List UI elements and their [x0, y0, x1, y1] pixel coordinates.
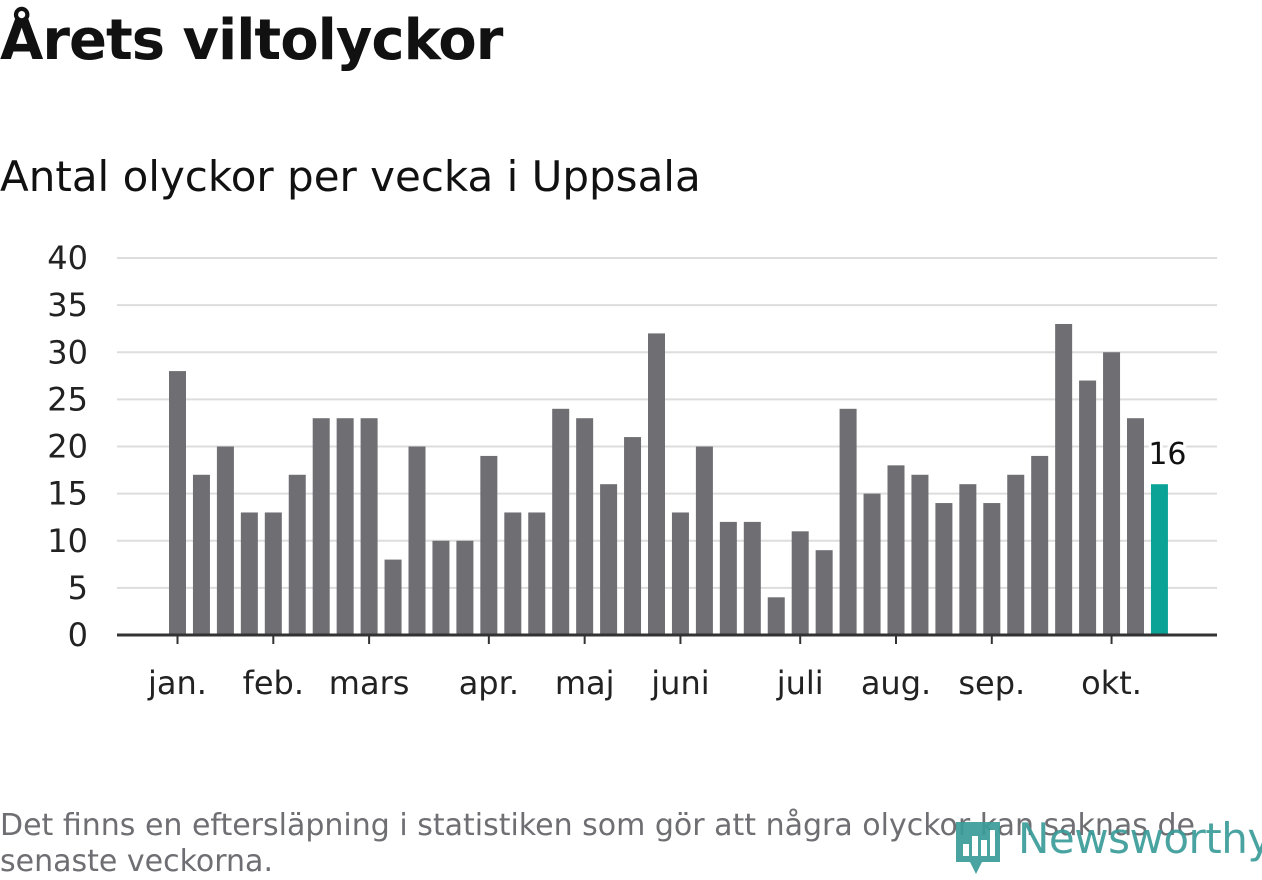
newsworthy-logo[interactable]: Newsworthy: [950, 812, 1262, 876]
bar: [600, 484, 618, 635]
bar: [432, 540, 450, 635]
x-tick-label: okt.: [1081, 664, 1142, 702]
bar: [504, 512, 522, 635]
x-axis-labels: jan. feb. mars apr. maj juni juli aug. sep. okt.: [147, 664, 1142, 702]
x-axis: [117, 633, 1217, 644]
x-tick-label: juni: [650, 664, 709, 702]
bar: [815, 550, 833, 635]
x-tick-label: juli: [776, 664, 824, 702]
bar: [839, 408, 857, 635]
bar: [1127, 418, 1144, 635]
y-tick-label: 25: [47, 380, 88, 418]
bar: [983, 503, 1001, 635]
x-tick-label: sep.: [958, 664, 1025, 702]
bar: [552, 408, 570, 635]
bar: [384, 559, 402, 635]
bar: [911, 474, 929, 635]
bar: [935, 503, 953, 635]
x-tick-label: jan.: [147, 664, 207, 702]
bar: [264, 512, 282, 635]
data-label-last: 16: [1148, 437, 1186, 472]
gridlines: [117, 257, 1217, 589]
bar: [624, 437, 642, 635]
bar: [312, 418, 330, 635]
bar: [216, 446, 234, 635]
y-tick-label: 30: [47, 333, 88, 371]
bar: [959, 484, 977, 635]
bar: [743, 521, 761, 635]
chart-subtitle: Antal olyckor per vecka i Uppsala: [0, 152, 701, 201]
bar: [528, 512, 546, 635]
data-labels: 16: [1145, 434, 1189, 475]
bar: [1055, 323, 1073, 635]
y-tick-label: 0: [68, 616, 88, 654]
bar: [288, 474, 306, 635]
bar: [863, 493, 881, 635]
y-tick-label: 35: [47, 286, 88, 324]
y-tick-label: 40: [47, 239, 88, 277]
bar: [169, 371, 186, 635]
y-tick-label: 5: [68, 569, 88, 607]
bar: [1031, 455, 1049, 635]
bar-highlight: [1150, 484, 1168, 635]
bars: [169, 323, 1168, 635]
x-tick-label: aug.: [861, 664, 931, 702]
bar: [408, 446, 426, 635]
y-tick-label: 15: [47, 475, 88, 513]
bar: [480, 455, 498, 635]
bar: [887, 465, 905, 635]
y-axis-labels: 0 5 10 15 20 25 30 35 40: [47, 239, 88, 654]
bar: [360, 418, 378, 635]
bar: [671, 512, 689, 635]
bar: [240, 512, 258, 635]
bar: [576, 418, 594, 635]
y-tick-label: 20: [47, 428, 88, 466]
brand-name: Newsworthy: [1018, 814, 1262, 863]
bar: [1103, 352, 1121, 635]
x-tick-label: maj: [555, 664, 615, 702]
bar: [456, 540, 474, 635]
x-tick-label: feb.: [243, 664, 304, 702]
chart-title: Årets viltolyckor: [0, 8, 503, 73]
bar: [719, 521, 737, 635]
x-tick-label: apr.: [459, 664, 519, 702]
bar: [791, 531, 809, 635]
x-tick-label: mars: [329, 664, 410, 702]
bar: [695, 446, 713, 635]
bar-chart-pin-icon: [956, 822, 1000, 874]
bar: [767, 597, 785, 635]
bar: [192, 474, 210, 635]
bar: [1007, 474, 1025, 635]
bar: [1079, 380, 1097, 635]
y-tick-label: 10: [47, 522, 88, 560]
bar: [648, 333, 665, 635]
bar: [336, 418, 354, 635]
